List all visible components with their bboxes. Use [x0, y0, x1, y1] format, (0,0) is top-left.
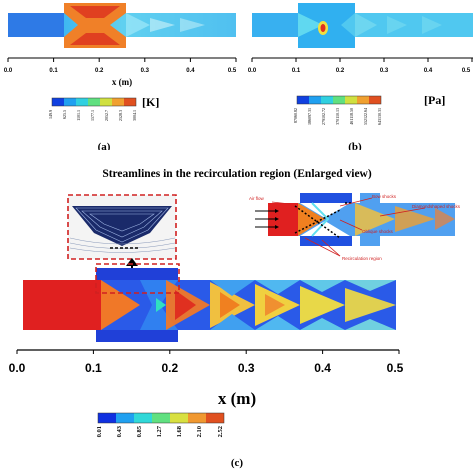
colorbar-tick: 1577.1	[90, 110, 95, 121]
cavity-hot-region	[64, 3, 126, 48]
colorbar-tick: 643130.31	[377, 108, 382, 125]
x-tick-label: 0.5	[462, 68, 471, 74]
colorbar-tick: 461118.50	[349, 108, 354, 125]
x-tick-label: 0.0	[4, 68, 13, 74]
colorbar-tick: 87060.82	[293, 108, 298, 123]
x-tick-label: 0.2	[95, 68, 104, 74]
shock-diamond-1	[355, 13, 377, 37]
x-axis-ticks	[16, 350, 400, 354]
hot-core-bottom	[70, 33, 120, 45]
shock-diamond-1	[126, 13, 150, 37]
temperature-colorbar	[51, 97, 137, 107]
shock-diamond-2	[150, 18, 175, 32]
x-tick-label: 0.1	[49, 68, 58, 74]
mach-contour	[23, 268, 396, 342]
x-tick-label: 0.5	[228, 68, 237, 74]
x-tick-label: 0.1	[85, 361, 102, 375]
inlet-region	[252, 13, 298, 37]
pressure-colorbar	[296, 95, 382, 105]
x-axis-title: x (m)	[218, 389, 256, 408]
inlet-region	[8, 13, 64, 37]
air-flow-annotation: Air flow	[249, 196, 265, 201]
pressure-peak-core	[320, 24, 326, 32]
panel-c-title: Streamlines in the recirculation region …	[102, 168, 372, 180]
hot-core-top	[70, 6, 120, 18]
air-flow-arrows	[255, 209, 279, 229]
x-axis-title: x (m)	[112, 77, 132, 87]
x-tick-label: 0.4	[424, 68, 433, 74]
mach-colorbar	[97, 412, 225, 424]
shock-diamond-3	[180, 18, 205, 32]
oblique-shocks-annotation: Oblique shocks	[362, 229, 394, 234]
bow-shocks-annotation: Bow shocks	[372, 194, 397, 199]
shock-diamond-2	[387, 16, 407, 34]
shock-schematic	[255, 193, 455, 257]
colorbar-tick: 279102.72	[321, 108, 326, 125]
colorbar-tick: 2.52	[217, 426, 224, 437]
colorbar-tick: 2.10	[196, 426, 203, 437]
colorbar-tick: 3004.1	[132, 110, 137, 121]
mach-contour-panel: Streamlines in the recirculation region …	[9, 168, 461, 469]
temperature-contour: 0.0 0.1 0.2 0.3 0.4 0.5 x (m) 149.9 625.…	[4, 3, 237, 153]
x-tick-label: 0.0	[248, 68, 257, 74]
x-tick-label: 0.4	[186, 68, 195, 74]
shock-wedge	[298, 13, 323, 37]
panel-b: 0.0 0.1 0.2 0.3 0.4 0.5 87060.82 186097.…	[237, 0, 474, 153]
streamline-inset	[67, 194, 177, 260]
pressure-contour: 0.0 0.1 0.2 0.3 0.4 0.5 87060.82 186097.…	[248, 3, 473, 153]
colorbar-tick: 0.85	[136, 425, 143, 437]
recirculation-highlight-box	[95, 263, 180, 294]
shock-diamond-3	[422, 16, 442, 34]
colorbar-tick: 0.43	[116, 425, 123, 437]
colorbar-tick: 552122.64	[363, 108, 368, 125]
colorbar-tick: 2528.3	[118, 110, 123, 121]
colorbar-tick: 0.01	[96, 426, 103, 437]
colorbar-tick: 186097.31	[307, 108, 312, 125]
panel-c-label: (c)	[231, 457, 244, 469]
panel-c: Streamlines in the recirculation region …	[0, 158, 474, 470]
colorbar-tick: 370110.13	[335, 108, 340, 125]
colorbar-tick: 625.5	[62, 110, 67, 119]
temperature-unit: [K]	[142, 95, 159, 109]
x-tick-label: 0.0	[9, 361, 26, 375]
colorbar-tick: 1.27	[156, 425, 163, 437]
x-tick-label: 0.3	[141, 68, 150, 74]
diamond-shocks-annotation: Diamondshaped shocks	[412, 204, 461, 209]
x-tick-label: 0.3	[380, 68, 389, 74]
colorbar-tick: 2052.7	[104, 110, 109, 121]
x-tick-label: 0.3	[238, 361, 255, 375]
colorbar-tick: 1.68	[176, 425, 183, 437]
x-tick-label: 0.4	[314, 361, 331, 375]
colorbar-tick: 149.9	[48, 110, 53, 119]
panel-a: 0.0 0.1 0.2 0.3 0.4 0.5 x (m) 149.9 625.…	[0, 0, 237, 153]
panel-a-label: (a)	[98, 141, 111, 150]
panel-b-label: (b)	[348, 141, 362, 150]
recirculation-region-annotation: Recirculation region	[342, 256, 382, 261]
x-axis-ticks	[7, 58, 237, 62]
colorbar-tick: 1101.1	[76, 110, 81, 121]
x-tick-label: 0.2	[336, 68, 345, 74]
x-tick-label: 0.2	[161, 361, 178, 375]
pressure-unit: [Pa]	[424, 93, 445, 107]
x-tick-label: 0.5	[387, 361, 404, 375]
x-axis-ticks	[251, 58, 473, 62]
x-tick-label: 0.1	[292, 68, 301, 74]
